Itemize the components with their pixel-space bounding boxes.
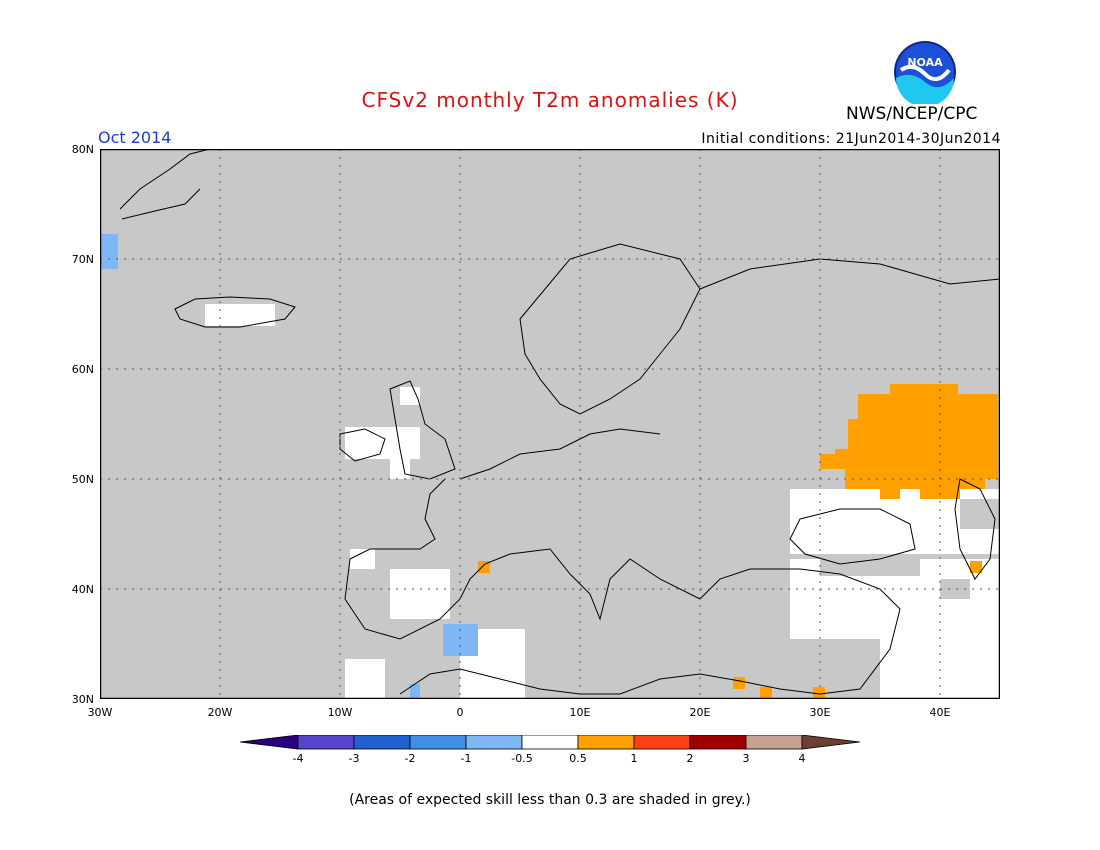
grey-holes <box>820 499 1000 599</box>
orange-patch-libya <box>760 687 772 699</box>
colorbar-segment-2-3 <box>689 735 747 750</box>
coast-greenland-east <box>121 188 201 220</box>
lat-label-30n: 30N <box>71 693 94 706</box>
white-patch-spain <box>390 569 450 619</box>
colorbar-tick-minus05: -0.5 <box>511 752 533 765</box>
lat-label-60n: 60N <box>71 363 94 376</box>
colorbar-tick-minus2: -2 <box>404 752 416 765</box>
forecast-month: Oct 2014 <box>98 128 172 147</box>
orange-patch-russia <box>820 384 998 499</box>
white-patch-iceland <box>205 304 275 326</box>
colorbar-tick-minus1: -1 <box>460 752 472 765</box>
chart-title: CFSv2 monthly T2m anomalies (K) <box>361 88 739 112</box>
footnote: (Areas of expected skill less than 0.3 a… <box>349 792 751 808</box>
orange-patch-egypt <box>813 687 825 699</box>
coast-caspian <box>954 478 996 580</box>
lon-label-10e: 10E <box>569 706 591 719</box>
lon-label-30w: 30W <box>87 706 113 719</box>
lon-label-10w: 10W <box>327 706 353 719</box>
blue-patch-algeria <box>443 624 478 656</box>
coast-scandinavia <box>519 243 701 415</box>
orange-patch-crete <box>733 677 745 689</box>
colorbar-segment-lt-minus4 <box>240 735 299 750</box>
coast-britain <box>389 380 456 480</box>
colorbar-segment-minus4-minus3 <box>297 735 355 750</box>
lat-label-70n: 70N <box>71 253 94 266</box>
blue-patch-morocco <box>410 684 420 699</box>
lon-label-0: 0 <box>456 706 464 719</box>
colorbar-segment-minus05-05 <box>521 735 579 750</box>
orange-patches <box>478 384 998 699</box>
coast-arctic-russia <box>699 258 1000 290</box>
colorbar-segment-minus2-minus1 <box>409 735 467 750</box>
lon-label-30e: 30E <box>809 706 831 719</box>
orange-patch-caspian <box>970 561 982 573</box>
colorbar-tick-2: 2 <box>686 752 694 765</box>
coast-black-sea <box>789 508 916 565</box>
colorbar-segment-minus1-minus05 <box>465 735 523 750</box>
colorbar-tick-3: 3 <box>742 752 750 765</box>
lon-label-20w: 20W <box>207 706 233 719</box>
coast-mediterranean <box>344 478 901 695</box>
lat-label-50n: 50N <box>71 473 94 486</box>
colorbar-segment-gt-4 <box>801 735 861 750</box>
colorbar-segment-minus3-minus2 <box>353 735 411 750</box>
white-patch-morocco <box>345 659 385 699</box>
white-patch-ireland <box>345 427 420 459</box>
blue-patch-greenland <box>100 234 118 269</box>
lon-label-40e: 40E <box>929 706 951 719</box>
gridlines <box>100 149 1000 699</box>
colorbar-tick-05: 0.5 <box>569 752 587 765</box>
logo-text: NOAA <box>907 56 943 69</box>
white-patch-portugal <box>350 549 375 569</box>
coast-greenland <box>119 149 211 210</box>
colorbar <box>240 735 861 750</box>
initial-conditions: Initial conditions: 21Jun2014-30Jun2014 <box>701 131 1001 147</box>
map-frame <box>100 149 1000 699</box>
agency-label: NWS/NCEP/CPC <box>846 104 978 124</box>
coast-iceland <box>174 296 296 328</box>
orange-patch-spain <box>478 561 490 573</box>
coast-ireland <box>339 428 386 462</box>
white-patch-france-west <box>390 459 410 479</box>
colorbar-tick-minus3: -3 <box>348 752 360 765</box>
grey-hole-turkey-east <box>940 579 970 599</box>
coast-north-sea <box>459 428 661 480</box>
lat-label-40n: 40N <box>71 583 94 596</box>
colorbar-tick-1: 1 <box>630 752 638 765</box>
colorbar-segment-05-1 <box>577 735 635 750</box>
colorbar-segment-3-4 <box>745 735 803 750</box>
lat-label-80n: 80N <box>71 143 94 156</box>
anomaly-map <box>100 149 1000 699</box>
noaa-logo-icon: NOAA <box>894 41 956 104</box>
grey-hole-caspian-west <box>960 499 1000 529</box>
coastlines <box>119 149 1000 695</box>
colorbar-segment-1-2 <box>633 735 691 750</box>
colorbar-tick-4: 4 <box>798 752 806 765</box>
colorbar-tick-minus4: -4 <box>292 752 304 765</box>
grey-hole-blacksea <box>820 554 920 576</box>
lon-label-20e: 20E <box>689 706 711 719</box>
